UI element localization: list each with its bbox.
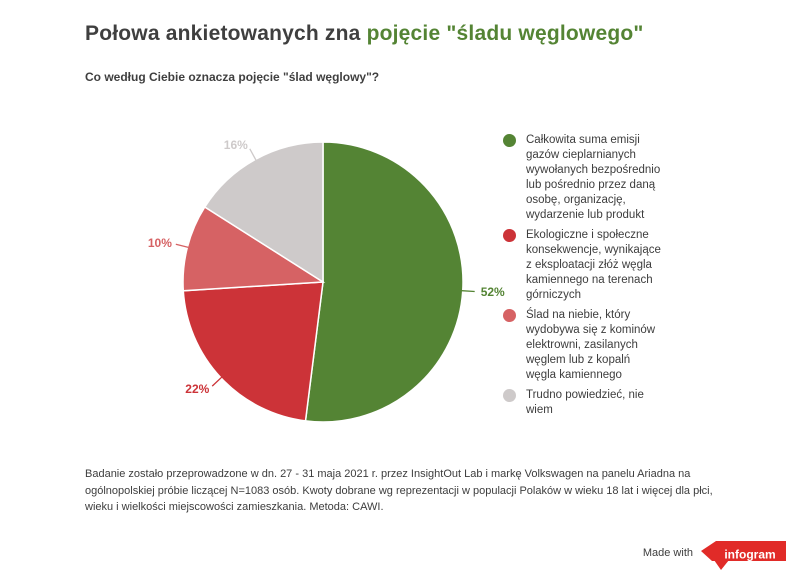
legend-item-3[interactable]: Trudno powiedzieć, nie wiem [503,388,675,418]
slice-leader-line [249,148,257,161]
legend-label: Trudno powiedzieć, nie wiem [526,389,644,416]
legend-marker [503,389,516,402]
slice-value-label: 16% [223,138,248,153]
pie-area: 52% 22% 10% 16% [148,122,505,442]
page-title-prefix: Połowa ankietowanych zna [85,22,367,45]
infogram-logo-text: infogram [724,548,775,562]
slice-value-label: 52% [480,284,505,299]
legend-marker [503,134,516,147]
infogram-logo-icon[interactable]: infogram [701,541,787,571]
slice-value-label: 22% [185,381,210,396]
page-title: Połowa ankietowanych zna pojęcie "śladu … [85,22,644,46]
slice-leader-line [175,243,189,249]
slice-leader-line [461,290,475,293]
legend-item-2[interactable]: Ślad na niebie, który wydobywa się z kom… [503,308,675,383]
legend-item-1[interactable]: Ekologiczne i społeczne konsekwencje, wy… [503,228,675,303]
pie-slice-0[interactable] [304,141,464,423]
slice-leader-line [211,376,223,387]
pie-chart [175,141,475,423]
infogram-flag-shape [701,541,786,561]
legend-label: Ślad na niebie, który wydobywa się z kom… [526,309,656,381]
pie-slice-1[interactable] [182,281,324,422]
page-title-highlight: pojęcie "śladu węglowego" [366,22,644,45]
slice-value-label: 10% [147,236,172,251]
infogram-flag-tail [714,560,729,570]
legend-label: Całkowita suma emisji gazów cieplarniany… [526,134,661,221]
chart-question: Co według Ciebie oznacza pojęcie "ślad w… [85,70,380,84]
legend-label: Ekologiczne i społeczne konsekwencje, wy… [526,229,661,301]
legend-marker [503,309,516,322]
made-with-label[interactable]: Made with [642,547,693,559]
footer-note: Badanie zostało przeprowadzone w dn. 27 … [85,468,713,513]
legend-marker [503,229,516,242]
legend-item-0[interactable]: Całkowita suma emisji gazów cieplarniany… [503,133,675,223]
chart-legend: Całkowita suma emisji gazów cieplarniany… [503,133,675,423]
branding[interactable]: Made with infogram [643,541,787,571]
